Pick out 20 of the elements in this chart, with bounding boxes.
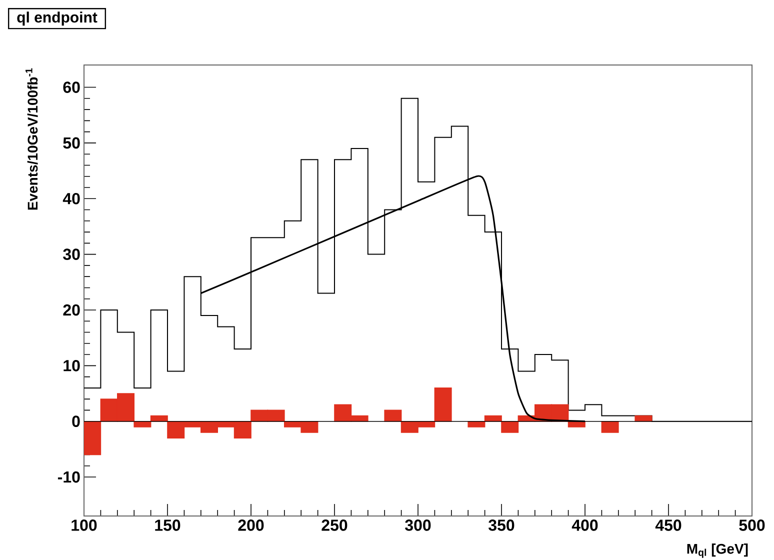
y-axis-title: Events/10GeV/100fb$^{-1}$	[26, 68, 38, 210]
y-tick-label: 40	[62, 192, 80, 204]
y-tick-label: 30	[63, 248, 80, 260]
x-tick-label: 100	[72, 520, 97, 531]
y-tick-label: 60	[63, 82, 80, 93]
x-tick-label: 450	[655, 520, 682, 531]
x-tick-label: 350	[488, 520, 514, 531]
y-tick-label: 50	[63, 137, 80, 149]
y-tick-label: 20	[63, 304, 80, 316]
x-axis-title: M$_{ql}$ [GeV]	[687, 544, 748, 558]
x-tick-label: 200	[238, 520, 264, 531]
chart-title: ql endpoint	[17, 12, 98, 26]
x-tick-label: 150	[155, 520, 180, 531]
x-tick-label: 300	[405, 520, 431, 531]
x-tick-label: 400	[572, 520, 598, 531]
x-tick-label: 500	[739, 520, 765, 531]
x-tick-label: 250	[322, 520, 348, 531]
y-tick-label: 0	[72, 416, 80, 428]
y-tick-label: 10	[64, 360, 80, 372]
y-tick-label: -10	[58, 471, 80, 483]
